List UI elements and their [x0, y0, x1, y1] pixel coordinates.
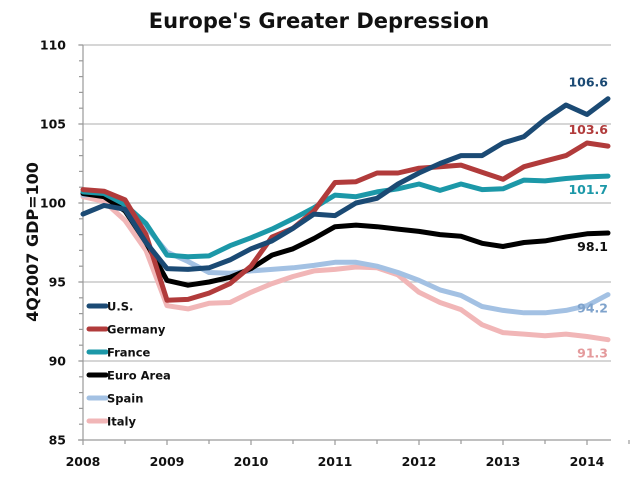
end-label-france: 101.7 [568, 182, 608, 197]
y-axis-title: 4Q2007 GDP=100 [23, 162, 42, 322]
series-line-france [80, 173, 611, 260]
end-label-u-s: 106.6 [568, 75, 608, 90]
legend-label: Spain [107, 392, 143, 406]
y-tick-label: 85 [49, 433, 66, 448]
x-tick-label: 2010 [234, 454, 269, 469]
end-label-spain: 94.2 [577, 301, 608, 316]
end-labels: 106.6 103.6 101.7 98.1 94.2 91.3 [568, 75, 608, 361]
y-tick-labels: 85 90 95 100 105 110 [40, 38, 66, 448]
series-line-italy [80, 194, 611, 343]
y-tick-label: 105 [40, 117, 66, 132]
x-tick-label: 2011 [318, 454, 353, 469]
x-tick-label: 2013 [486, 454, 521, 469]
y-tick-label: 90 [49, 354, 67, 369]
legend-label: France [107, 346, 151, 360]
series-line-germany [80, 140, 611, 303]
x-tick-label: 2008 [66, 454, 101, 469]
legend-label: Germany [107, 323, 166, 337]
x-tick-label: 2012 [402, 454, 437, 469]
end-label-germany: 103.6 [568, 122, 608, 137]
end-label-italy: 91.3 [577, 346, 608, 361]
x-tick-labels: 2008 2009 2010 2011 2012 2013 2014 [66, 454, 605, 469]
end-label-euro-area: 98.1 [577, 239, 608, 254]
series-line-euro-area [80, 191, 611, 288]
legend-label: Euro Area [107, 369, 171, 383]
y-tick-label: 100 [40, 196, 66, 211]
series-line-u-s [80, 96, 611, 272]
legend-label: U.S. [107, 300, 133, 314]
series-lines [80, 96, 611, 343]
y-tick-label: 110 [40, 38, 66, 53]
legend-label: Italy [107, 415, 136, 429]
x-tick-label: 2014 [570, 454, 605, 469]
x-tick-label: 2009 [150, 454, 185, 469]
legend: U.S. Germany France Euro Area Spain Italy [86, 300, 171, 429]
chart-title: Europe's Greater Depression [149, 9, 489, 33]
y-tick-label: 95 [49, 275, 66, 290]
